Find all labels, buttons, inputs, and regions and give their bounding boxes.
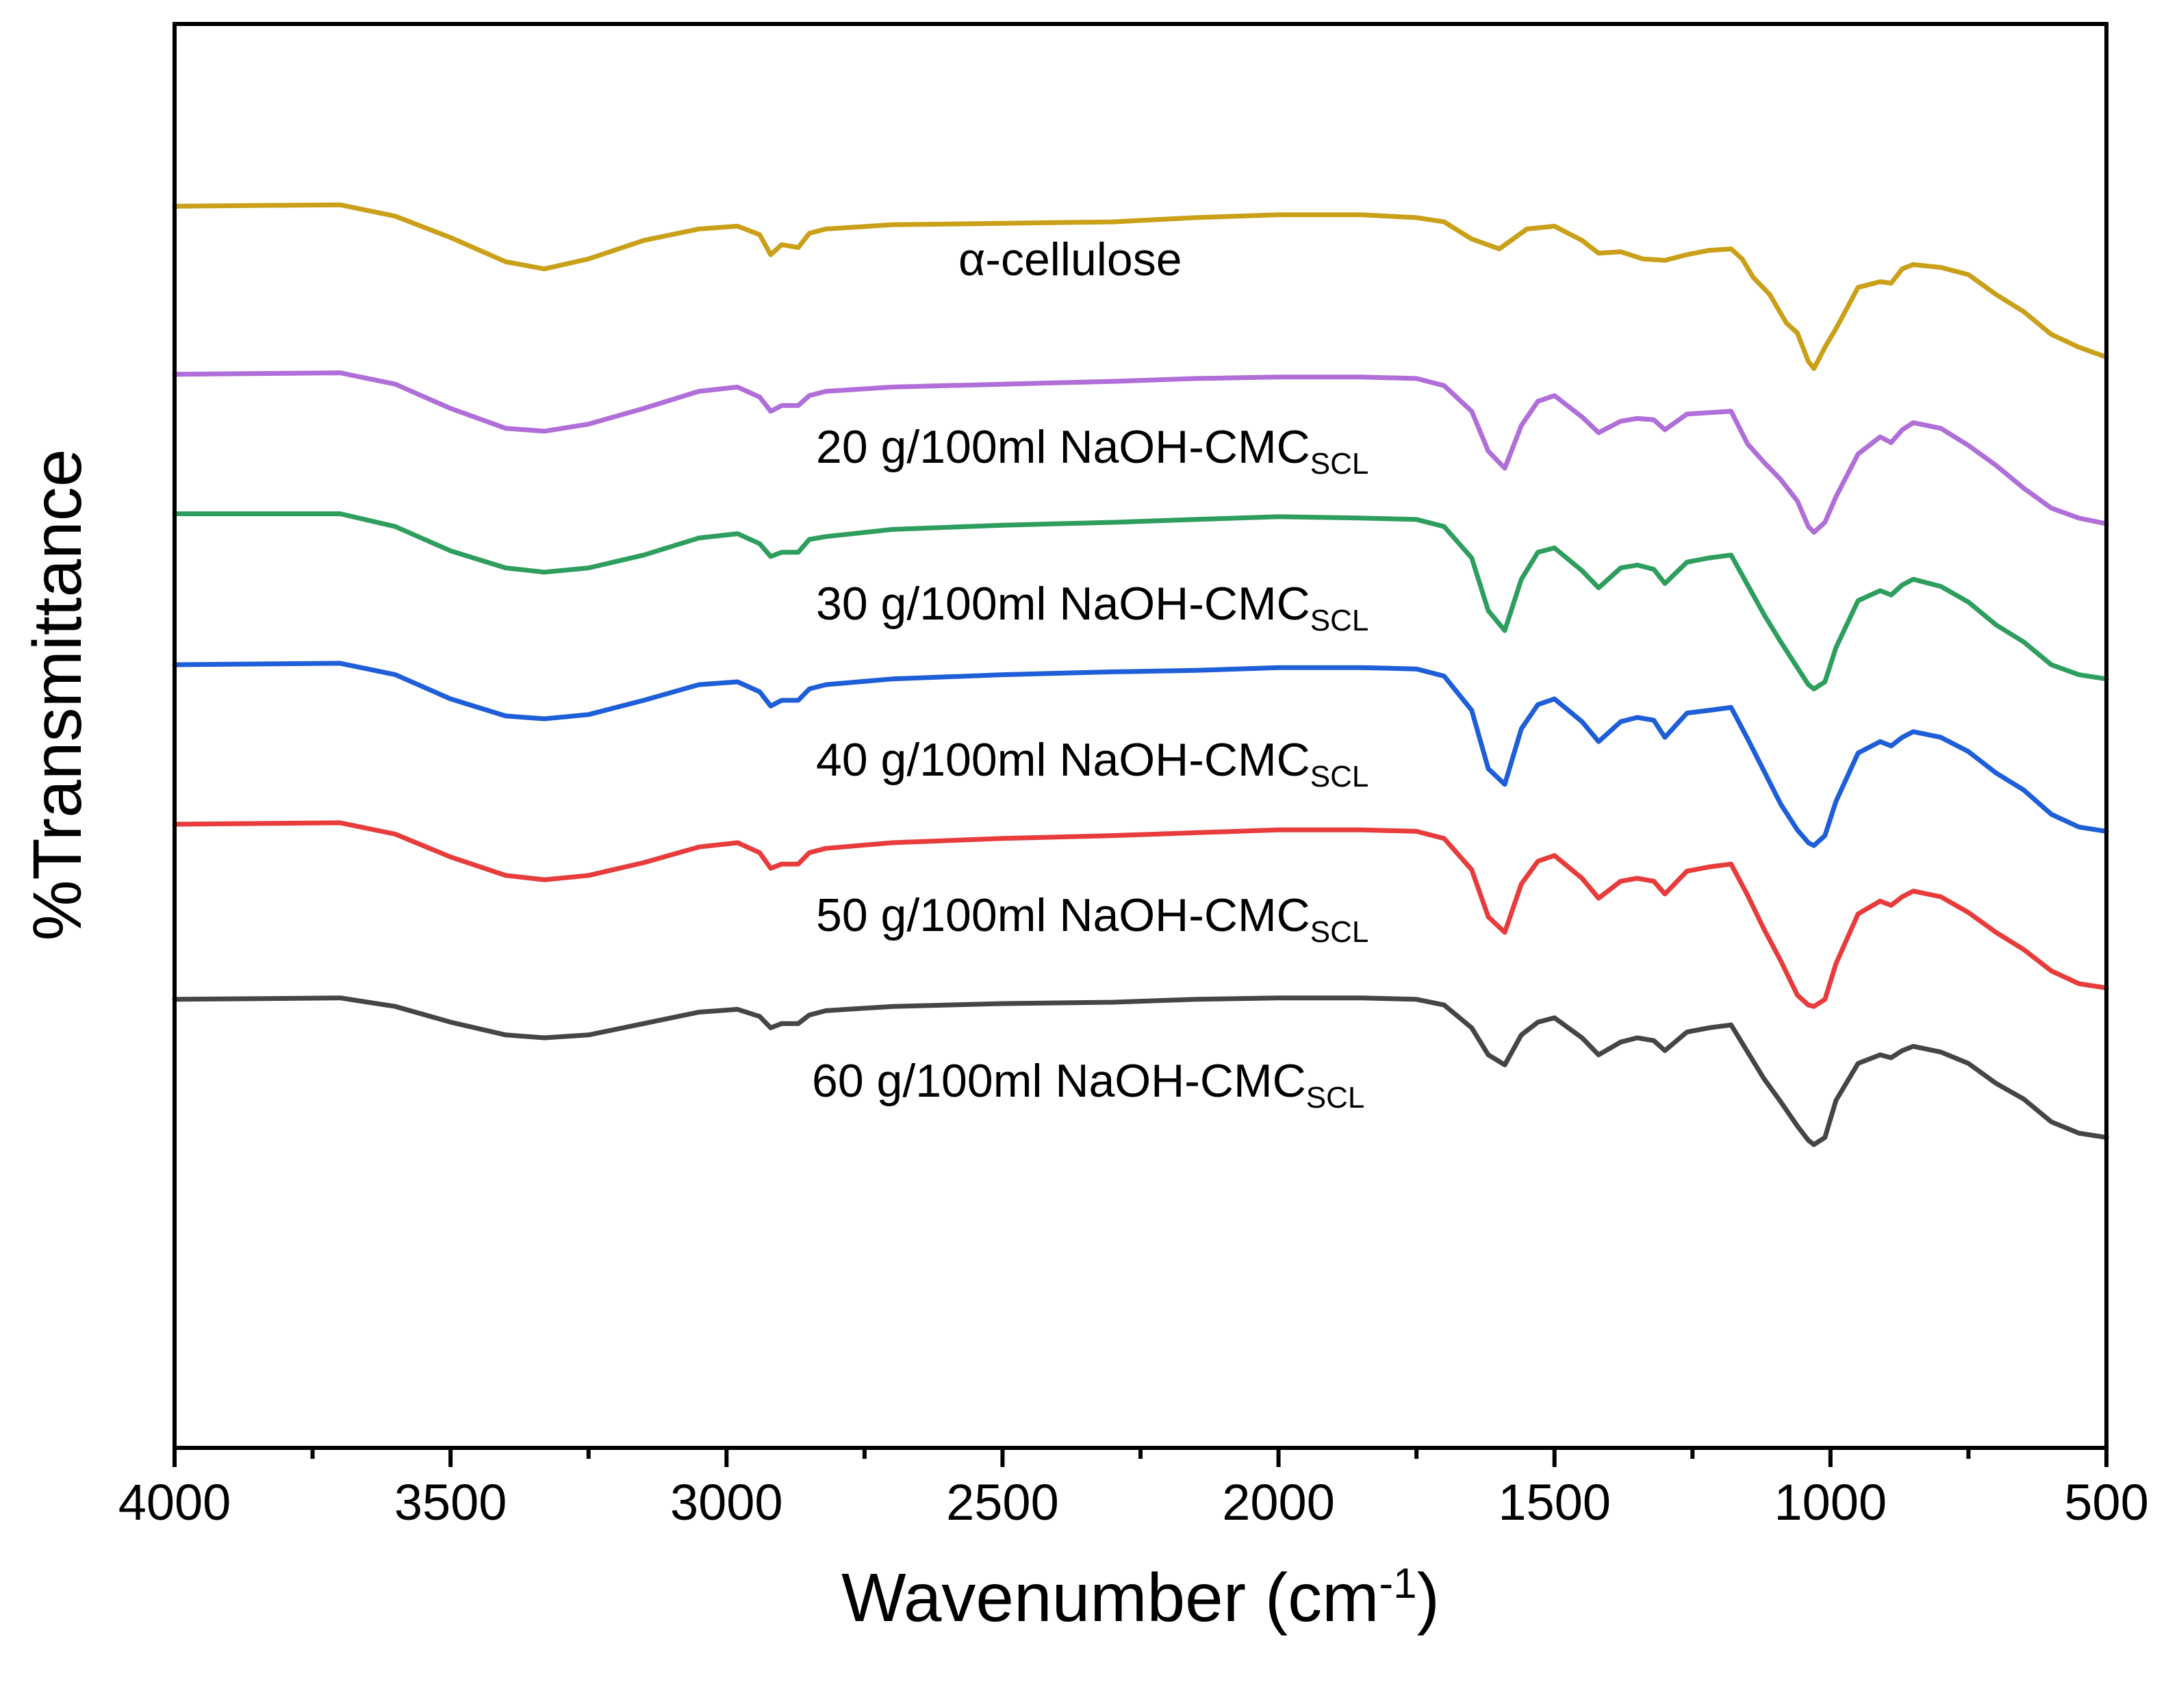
series-line-4 bbox=[172, 661, 2109, 848]
series-label-6: 60 g/100ml NaOH-CMCSCL bbox=[812, 1055, 1364, 1114]
series-label-2: 20 g/100ml NaOH-CMCSCL bbox=[816, 421, 1368, 481]
series-line-2 bbox=[172, 370, 2109, 535]
series-label-5: 50 g/100ml NaOH-CMCSCL bbox=[816, 889, 1368, 949]
series-label-subscript: SCL bbox=[1310, 760, 1369, 793]
series-label-main: 20 g/100ml NaOH-CMC bbox=[816, 421, 1310, 473]
series-line-6 bbox=[172, 995, 2109, 1147]
x-tick-label: 2000 bbox=[1222, 1474, 1335, 1531]
x-tick-label: 4000 bbox=[118, 1474, 231, 1531]
series-label-4: 40 g/100ml NaOH-CMCSCL bbox=[816, 734, 1368, 793]
series-group bbox=[172, 202, 2109, 1147]
y-axis-title: %Transmittance bbox=[19, 449, 96, 941]
x-tick-label: 3500 bbox=[394, 1474, 507, 1531]
x-axis-title: Wavenumber (cm-1) bbox=[841, 1559, 1440, 1636]
series-label-main: α-cellulose bbox=[958, 233, 1182, 285]
series-label-subscript: SCL bbox=[1310, 447, 1369, 481]
x-tick-label: 2500 bbox=[946, 1474, 1059, 1531]
series-line-1 bbox=[172, 202, 2109, 371]
series-label-subscript: SCL bbox=[1310, 604, 1369, 637]
series-line-5 bbox=[172, 820, 2109, 1009]
series-label-main: 50 g/100ml NaOH-CMC bbox=[816, 889, 1310, 941]
series-label-subscript: SCL bbox=[1306, 1081, 1365, 1114]
series-label-main: 40 g/100ml NaOH-CMC bbox=[816, 734, 1310, 786]
series-label-main: 30 g/100ml NaOH-CMC bbox=[816, 578, 1310, 630]
x-tick-label: 500 bbox=[2064, 1474, 2148, 1531]
x-axis-ticks: 4000 3500 3000 2500 2000 1500 1000 500 bbox=[118, 1448, 2149, 1531]
series-line-3 bbox=[172, 511, 2109, 691]
x-tick-label: 1500 bbox=[1498, 1474, 1611, 1531]
x-tick-label: 1000 bbox=[1774, 1474, 1887, 1531]
series-label-1: α-cellulose bbox=[958, 233, 1182, 285]
series-label-subscript: SCL bbox=[1310, 915, 1369, 949]
series-label-main: 60 g/100ml NaOH-CMC bbox=[812, 1055, 1306, 1107]
x-tick-label: 3000 bbox=[670, 1474, 783, 1531]
series-label-3: 30 g/100ml NaOH-CMCSCL bbox=[816, 578, 1368, 637]
